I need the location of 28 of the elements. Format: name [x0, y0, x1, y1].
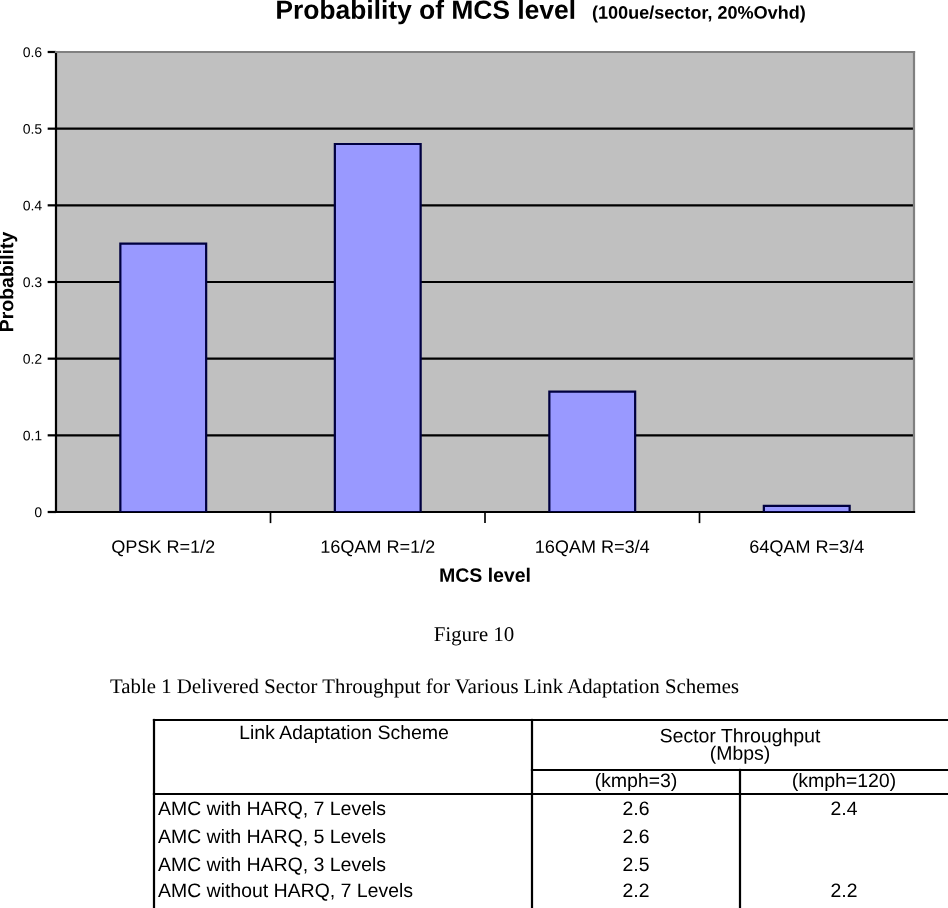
text: 2.4	[831, 801, 857, 816]
y-axis-title: Probability	[0, 231, 18, 331]
text: AMC with HARQ, 3 Levels	[158, 856, 386, 875]
x-tick-label: 16QAM R=3/4	[536, 539, 650, 557]
text: Sector Throughput (Mbps)	[660, 728, 821, 764]
text: 2.5	[623, 857, 649, 872]
text: 2.2	[623, 883, 649, 898]
bar	[119, 242, 208, 512]
bar	[548, 390, 637, 512]
text: AMC with HARQ, 7 Levels	[158, 800, 386, 819]
bar	[762, 504, 851, 512]
text: AMC without HARQ, 7 Levels	[158, 882, 413, 901]
x-tick-label: 64QAM R=3/4	[750, 539, 864, 557]
bar	[333, 142, 422, 512]
caption: Figure 10	[434, 627, 514, 646]
chart-title: Probability of MCS level	[277, 0, 575, 25]
x-axis-title: MCS level	[440, 567, 530, 582]
x-tick-label: 16QAM R=1/2	[321, 539, 435, 557]
text: 2.2	[831, 883, 857, 898]
chart-subtitle: (100ue/sector, 20%Ovhd)	[592, 5, 805, 23]
text: (kmph=3)	[595, 772, 677, 792]
text: Link Adaptation Scheme	[240, 724, 448, 744]
text: AMC with HARQ, 5 Levels	[158, 828, 386, 847]
text: 2.6	[623, 801, 649, 816]
text: 2.6	[623, 829, 649, 844]
x-tick-label: QPSK R=1/2	[112, 539, 215, 557]
caption: Table 1 Delivered Sector Throughput for Various Link Adaptation Schemes	[110, 678, 739, 698]
text: (kmph=120)	[793, 772, 895, 792]
